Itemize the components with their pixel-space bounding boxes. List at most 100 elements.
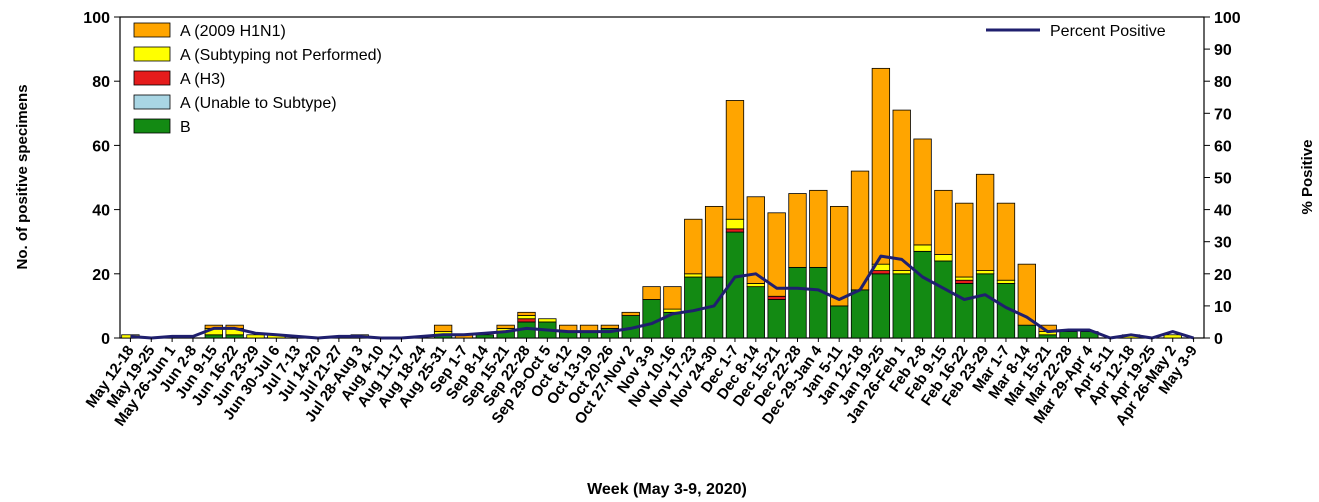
left-tick-label: 20 (92, 267, 110, 284)
bar-segment-b-38 (913, 250, 932, 339)
bar-segment-a-subtyping-not-performed-30 (746, 283, 765, 288)
bar-segment-a-2009-h1n1-35 (850, 170, 870, 291)
bar-segment-a-2009-h1n1-29 (725, 100, 745, 220)
bar-segment-a-subtyping-not-performed-37 (892, 270, 911, 275)
bar-segment-b-33 (809, 266, 828, 339)
left-tick-label: 60 (92, 138, 110, 155)
legend-label: A (Subtyping not Performed) (180, 47, 382, 64)
bar-segment-b-36 (871, 273, 891, 339)
right-tick-label: 20 (1214, 267, 1232, 284)
bar-segment-a-2009-h1n1-26 (663, 286, 682, 310)
bar-segment-a-2009-h1n1-27 (684, 218, 703, 275)
bar-segment-a-2009-h1n1-32 (788, 193, 807, 268)
bar-segment-b-17 (475, 334, 494, 339)
bar-segment-b-37 (892, 273, 911, 339)
right-tick-label: 40 (1214, 203, 1232, 220)
bar-segment-b-44 (1038, 334, 1057, 339)
percent-positive-line (130, 254, 1195, 340)
bar-segment-a-subtyping-not-performed-38 (913, 244, 932, 252)
bar-segment-a-2009-h1n1-23 (600, 324, 620, 329)
right-y-axis: 0 10 20 30 40 50 60 70 80 90 100 (1204, 10, 1241, 348)
left-tick-label: 40 (92, 203, 110, 220)
legend-swatch (133, 46, 171, 62)
bar-segment-a-2009-h1n1-39 (934, 189, 953, 255)
bar-segment-a-2009-h1n1-34 (830, 205, 849, 307)
bar-segment-a-2009-h1n1-41 (975, 173, 995, 271)
plot-frame (119, 16, 1205, 339)
legend-label: A (Unable to Subtype) (180, 95, 337, 112)
left-tick-label: 80 (92, 74, 110, 91)
bar-segment-a-h3-29 (725, 228, 745, 233)
bar-segment-a-2009-h1n1-36 (871, 67, 891, 265)
percent-positive-polyline (130, 254, 1195, 340)
bar-segment-b-43 (1017, 324, 1036, 339)
bar-segment-a-2009-h1n1-15 (433, 324, 453, 332)
left-y-axis: 0 20 40 60 80 100 (83, 10, 120, 348)
right-tick-label: 70 (1214, 106, 1232, 123)
bar-segment-a-subtyping-not-performed-6 (246, 334, 265, 339)
bar-segment-b-31 (767, 299, 786, 339)
bar-segment-a-subtyping-not-performed-40 (955, 276, 974, 281)
legend-swatch (133, 22, 171, 38)
bar-segment-a-h3-40 (955, 279, 974, 284)
right-tick-label: 100 (1214, 10, 1241, 27)
plot-border (119, 16, 1205, 339)
right-tick-label: 80 (1214, 74, 1232, 91)
bar-segment-a-subtyping-not-performed-19 (517, 315, 536, 320)
bar-segment-a-subtyping-not-performed-39 (934, 254, 953, 262)
right-tick-label: 30 (1214, 235, 1232, 252)
left-tick-label: 100 (83, 10, 110, 27)
bar-segment-a-2009-h1n1-42 (996, 202, 1016, 281)
bar-segment-a-2009-h1n1-19 (517, 311, 536, 316)
bar-segment-b-27 (684, 276, 703, 339)
bar-segment-a-h3-36 (871, 270, 891, 275)
legend-label: B (180, 119, 191, 136)
x-axis-title: Week (May 3-9, 2020) (587, 481, 747, 498)
bar-segment-b-41 (975, 273, 995, 339)
bar-segment-a-subtyping-not-performed-20 (538, 318, 557, 323)
bar-segment-b-5 (225, 334, 244, 339)
right-tick-label: 50 (1214, 171, 1232, 188)
bar-segment-a-subtyping-not-performed-41 (975, 270, 995, 275)
bar-segment-a-subtyping-not-performed-29 (725, 218, 745, 230)
bar-segment-b-4 (204, 334, 223, 339)
bar-legend: A (2009 H1N1) A (Subtyping not Performed)… (133, 22, 382, 136)
bar-segment-a-h3-31 (767, 295, 786, 300)
right-axis-title: % Positive (1299, 139, 1316, 214)
bar-segment-a-2009-h1n1-31 (767, 212, 786, 297)
bar-segment-b-39 (934, 260, 953, 339)
bar-segment-a-2009-h1n1-37 (892, 109, 911, 271)
right-tick-label: 60 (1214, 138, 1232, 155)
legend-swatch (133, 70, 171, 86)
right-tick-label: 10 (1214, 299, 1232, 316)
bar-segment-a-2009-h1n1-25 (642, 286, 661, 300)
bar-segment-a-subtyping-not-performed-27 (684, 273, 703, 278)
bar-segment-a-h3-19 (517, 318, 536, 323)
left-tick-label: 0 (101, 331, 110, 348)
bar-segment-a-2009-h1n1-43 (1017, 263, 1036, 326)
legend-label: A (H3) (180, 71, 225, 88)
legend-swatch (133, 94, 171, 110)
bar-segment-a-2009-h1n1-30 (746, 196, 765, 284)
bar-segment-a-2009-h1n1-40 (955, 202, 974, 278)
right-tick-label: 90 (1214, 42, 1232, 59)
bar-segment-b-32 (788, 266, 807, 339)
bar-segment-b-30 (746, 286, 765, 339)
bar-segment-b-25 (642, 299, 661, 339)
left-axis-title: No. of positive specimens (14, 84, 31, 269)
bar-segment-a-subtyping-not-performed-42 (996, 279, 1016, 284)
bar-segment-a-2009-h1n1-28 (704, 205, 724, 278)
right-tick-label: 0 (1214, 331, 1223, 348)
bar-segment-b-35 (850, 289, 870, 339)
bar-segment-a-2009-h1n1-33 (809, 189, 828, 268)
line-legend-label: Percent Positive (1050, 23, 1166, 40)
bar-segment-a-2009-h1n1-18 (496, 324, 515, 329)
bar-segment-b-40 (955, 283, 974, 339)
bar-segment-a-2009-h1n1-38 (913, 138, 932, 246)
bar-segment-b-34 (830, 305, 849, 339)
bar-segment-a-subtyping-not-performed-50 (1163, 334, 1182, 339)
bar-segment-a-2009-h1n1-24 (621, 311, 640, 316)
legend-label: A (2009 H1N1) (180, 23, 286, 40)
